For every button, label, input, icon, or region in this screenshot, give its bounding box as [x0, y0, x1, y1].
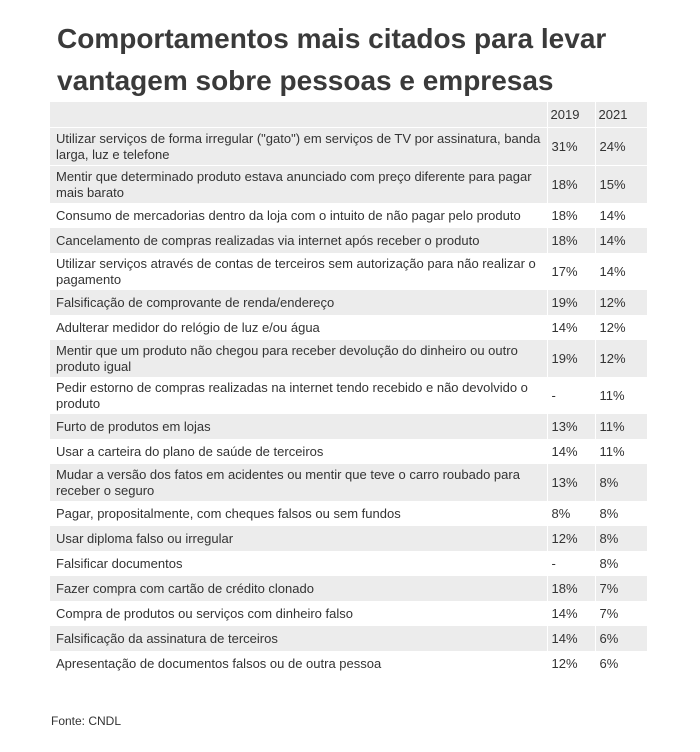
value-2019: 8%: [546, 501, 595, 526]
row-label: Mudar a versão dos fatos em acidentes ou…: [50, 464, 547, 501]
row-label: Fazer compra com cartão de crédito clona…: [50, 576, 547, 601]
row-label: Pagar, propositalmente, com cheques fals…: [56, 505, 401, 521]
value-2021: 12%: [594, 290, 647, 315]
table-row: Usar a carteira do plano de saúde de ter…: [50, 439, 647, 464]
table-row: Fazer compra com cartão de crédito clona…: [50, 576, 647, 601]
table-row: Cancelamento de compras realizadas via i…: [50, 228, 647, 253]
value-2021: 12%: [594, 340, 647, 377]
table-row: Mentir que determinado produto estava an…: [50, 165, 647, 203]
table-row: Consumo de mercadorias dentro da loja co…: [50, 203, 647, 228]
row-label: Usar diploma falso ou irregular: [50, 526, 547, 551]
value-2019: -: [546, 551, 595, 576]
value-2019: 12%: [546, 651, 595, 676]
value-2021: 14%: [594, 203, 647, 228]
data-table: 2019 2021 Utilizar serviços de forma irr…: [50, 102, 647, 676]
value-2021: 15%: [594, 165, 647, 203]
value-2019: 14%: [546, 601, 595, 626]
row-label: Falsificação de comprovante de renda/end…: [50, 290, 547, 315]
value-2019: -: [546, 377, 595, 414]
table-row: Usar diploma falso ou irregular 12% 8%: [50, 526, 647, 551]
table-row: Furto de produtos em lojas 13% 11%: [50, 414, 647, 439]
value-2021: 8%: [594, 551, 647, 576]
value-2021: 11%: [594, 414, 647, 439]
value-2019: 13%: [546, 414, 595, 439]
header-label: [50, 102, 547, 128]
row-label: Falsificar documentos: [56, 555, 183, 571]
table-row: Mudar a versão dos fatos em acidentes ou…: [50, 464, 647, 501]
row-label: Falsificação da assinatura de terceiros: [50, 626, 547, 651]
value-2021: 24%: [594, 127, 647, 166]
value-2019: 14%: [546, 626, 595, 651]
table-row: Falsificação da assinatura de terceiros …: [50, 626, 647, 651]
row-label: Cancelamento de compras realizadas via i…: [50, 228, 547, 253]
value-2019: 14%: [546, 315, 595, 340]
value-2021: 8%: [594, 501, 647, 526]
header-2019: 2019: [546, 102, 595, 128]
value-2021: 11%: [594, 439, 647, 464]
row-label: Pedir estorno de compras realizadas na i…: [56, 379, 528, 411]
table-row: Mentir que um produto não chegou para re…: [50, 340, 647, 377]
row-label: Consumo de mercadorias dentro da loja co…: [56, 207, 521, 223]
table-row: Utilizar serviços através de contas de t…: [50, 253, 647, 290]
chart-title: Comportamentos mais citados para levar v…: [57, 23, 607, 96]
row-label: Mentir que um produto não chegou para re…: [50, 340, 547, 377]
value-2021: 11%: [594, 377, 647, 414]
value-2019: 31%: [546, 127, 595, 166]
value-2021: 14%: [594, 228, 647, 253]
value-2019: 12%: [546, 526, 595, 551]
row-label: Utilizar serviços através de contas de t…: [56, 255, 536, 287]
row-label: Mentir que determinado produto estava an…: [50, 165, 547, 203]
table-row: Adulterar medidor do relógio de luz e/ou…: [50, 315, 647, 340]
value-2019: 17%: [546, 253, 595, 290]
value-2019: 19%: [546, 290, 595, 315]
value-2021: 6%: [594, 626, 647, 651]
table-row: Falsificar documentos - 8%: [50, 551, 647, 576]
row-label: Compra de produtos ou serviços com dinhe…: [56, 605, 353, 621]
value-2021: 8%: [594, 526, 647, 551]
value-2019: 18%: [546, 165, 595, 203]
value-2021: 8%: [594, 464, 647, 501]
table-row: Pedir estorno de compras realizadas na i…: [50, 377, 647, 414]
row-label: Adulterar medidor do relógio de luz e/ou…: [56, 319, 320, 335]
value-2021: 12%: [594, 315, 647, 340]
table-row: Utilizar serviços de forma irregular ("g…: [50, 127, 647, 166]
row-label: Furto de produtos em lojas: [50, 414, 547, 439]
header-2021: 2021: [594, 102, 647, 128]
table-row: Falsificação de comprovante de renda/end…: [50, 290, 647, 315]
value-2019: 13%: [546, 464, 595, 501]
value-2021: 7%: [594, 576, 647, 601]
value-2019: 18%: [546, 203, 595, 228]
row-label: Utilizar serviços de forma irregular ("g…: [50, 127, 547, 166]
value-2021: 7%: [594, 601, 647, 626]
value-2019: 18%: [546, 576, 595, 601]
table-row: Compra de produtos ou serviços com dinhe…: [50, 601, 647, 626]
value-2019: 18%: [546, 228, 595, 253]
table-row: Pagar, propositalmente, com cheques fals…: [50, 501, 647, 526]
value-2019: 19%: [546, 340, 595, 377]
value-2021: 14%: [594, 253, 647, 290]
table-header-row: 2019 2021: [50, 102, 647, 128]
value-2019: 14%: [546, 439, 595, 464]
row-label: Apresentação de documentos falsos ou de …: [56, 655, 382, 671]
source-note: Fonte: CNDL: [51, 714, 122, 728]
row-label: Usar a carteira do plano de saúde de ter…: [56, 443, 324, 459]
table-row: Apresentação de documentos falsos ou de …: [50, 651, 647, 676]
value-2021: 6%: [594, 651, 647, 676]
